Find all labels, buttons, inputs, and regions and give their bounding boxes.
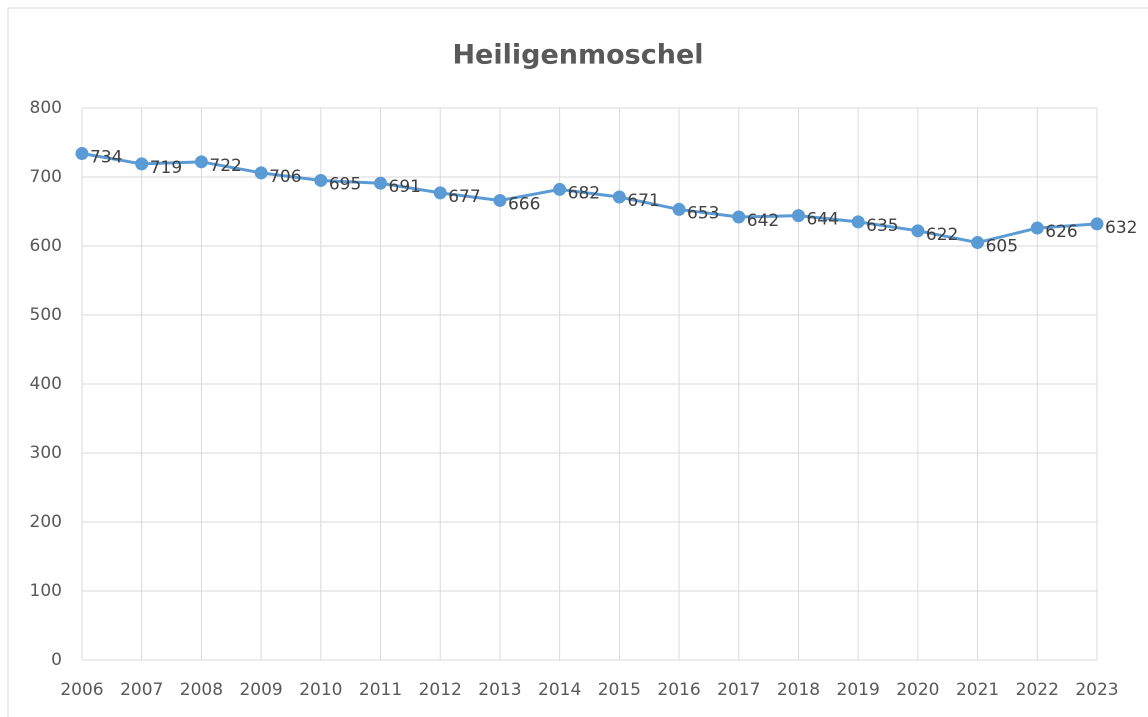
data-point (75, 147, 89, 161)
data-label: 695 (329, 174, 361, 194)
data-point (612, 190, 626, 204)
data-label: 691 (389, 177, 421, 197)
data-point (194, 155, 208, 169)
data-point (493, 193, 507, 207)
data-point (851, 215, 865, 229)
data-point (135, 157, 149, 171)
data-label: 642 (747, 211, 779, 231)
data-label: 644 (806, 210, 838, 230)
x-tick-label: 2014 (538, 680, 581, 700)
data-label: 666 (508, 194, 540, 214)
chart-frame (7, 7, 1148, 717)
x-tick-label: 2018 (777, 680, 820, 700)
x-tick-label: 2007 (120, 680, 163, 700)
data-point (314, 173, 328, 187)
data-label: 632 (1105, 218, 1137, 238)
data-point (374, 176, 388, 190)
data-point (433, 186, 447, 200)
data-label: 722 (209, 156, 241, 176)
data-label: 635 (866, 216, 898, 236)
y-tick-label: 400 (30, 374, 62, 394)
data-label: 677 (448, 187, 480, 207)
x-tick-label: 2021 (956, 680, 999, 700)
x-tick-label: 2010 (299, 680, 342, 700)
series-line (81, 152, 1098, 245)
y-tick-label: 500 (30, 305, 62, 325)
x-tick-label: 2008 (180, 680, 223, 700)
x-tick-label: 2015 (598, 680, 641, 700)
x-tick-label: 2023 (1075, 680, 1118, 700)
data-label: 706 (269, 167, 301, 187)
x-tick-label: 2022 (1016, 680, 1059, 700)
x-tick-label: 2019 (837, 680, 880, 700)
y-tick-label: 600 (30, 236, 62, 256)
x-tick-label: 2006 (60, 680, 103, 700)
y-tick-label: 300 (30, 443, 62, 463)
y-tick-label: 0 (51, 650, 62, 670)
data-label: 653 (687, 203, 719, 223)
data-label: 719 (150, 158, 182, 178)
data-point (911, 224, 925, 238)
data-label: 622 (926, 225, 958, 245)
data-point (971, 236, 985, 250)
x-tick-label: 2009 (239, 680, 282, 700)
data-label: 605 (986, 237, 1018, 257)
data-point (254, 166, 268, 180)
x-tick-label: 2020 (896, 680, 939, 700)
data-label: 734 (90, 148, 122, 168)
data-label: 626 (1045, 222, 1077, 242)
x-tick-label: 2017 (717, 680, 760, 700)
x-tick-label: 2011 (359, 680, 402, 700)
data-point (553, 182, 567, 196)
data-point (791, 209, 805, 223)
y-tick-label: 800 (30, 98, 62, 118)
data-point (672, 202, 686, 216)
data-label: 682 (568, 183, 600, 203)
data-label: 671 (627, 191, 659, 211)
x-tick-label: 2016 (657, 680, 700, 700)
x-tick-label: 2012 (419, 680, 462, 700)
y-tick-label: 200 (30, 512, 62, 532)
y-tick-label: 100 (30, 581, 62, 601)
x-tick-label: 2013 (478, 680, 521, 700)
data-point (1090, 217, 1104, 231)
data-point (1030, 221, 1044, 235)
data-point (732, 210, 746, 224)
y-tick-label: 700 (30, 167, 62, 187)
chart-title: Heiligenmoschel (452, 40, 703, 71)
